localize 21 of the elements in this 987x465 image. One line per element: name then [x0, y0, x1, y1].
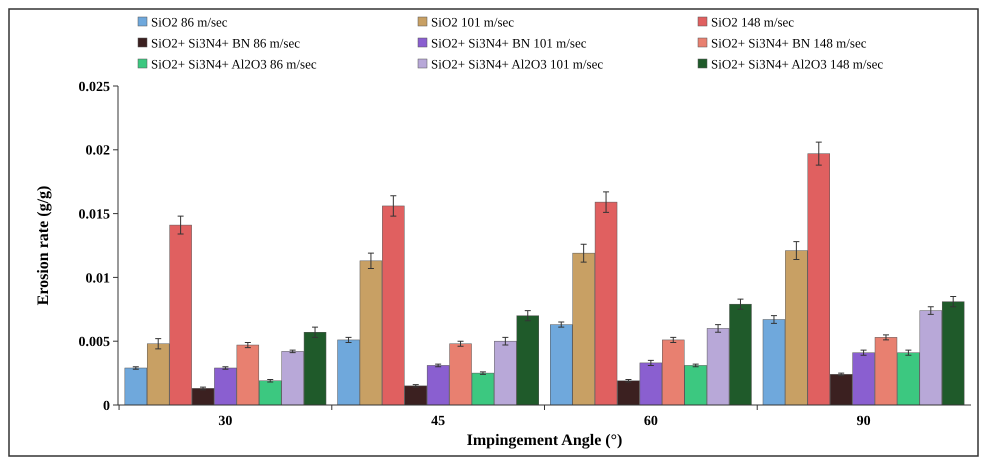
y-tick-label: 0.005 [78, 335, 110, 350]
x-tick-label: 60 [644, 414, 658, 429]
x-tick-label: 90 [856, 414, 871, 429]
legend-label: SiO2+ Si3N4+ Al2O3 101 m/sec [431, 56, 604, 72]
legend-label: SiO2+ Si3N4+ BN 148 m/sec [711, 36, 867, 51]
x-tick-label: 45 [431, 414, 446, 429]
legend-label: SiO2+ Si3N4+ BN 101 m/sec [431, 36, 587, 51]
y-tick-label: 0 [103, 398, 110, 414]
legend-label: SiO2 86 m/sec [151, 14, 228, 30]
y-tick-label: 0.01 [86, 271, 110, 286]
x-axis-title: Impingement Angle (°) [466, 432, 622, 449]
legend-label: SiO2+ Si3N4+ Al2O3 86 m/sec [151, 56, 317, 72]
y-axis-title: Erosion rate (g/g) [35, 186, 52, 306]
x-tick-label: 30 [218, 414, 232, 429]
y-tick-label: 0.015 [78, 208, 110, 222]
legend-label: SiO2 148 m/sec [711, 14, 794, 30]
legend-label: SiO2+ Si3N4+ BN 86 m/sec [151, 36, 300, 51]
y-tick-label: 0.025 [78, 80, 110, 95]
y-tick-label: 0.02 [86, 144, 110, 159]
legend-label: SiO2+ Si3N4+ Al2O3 148 m/sec [711, 56, 884, 72]
legend-label: SiO2 101 m/sec [431, 14, 514, 30]
